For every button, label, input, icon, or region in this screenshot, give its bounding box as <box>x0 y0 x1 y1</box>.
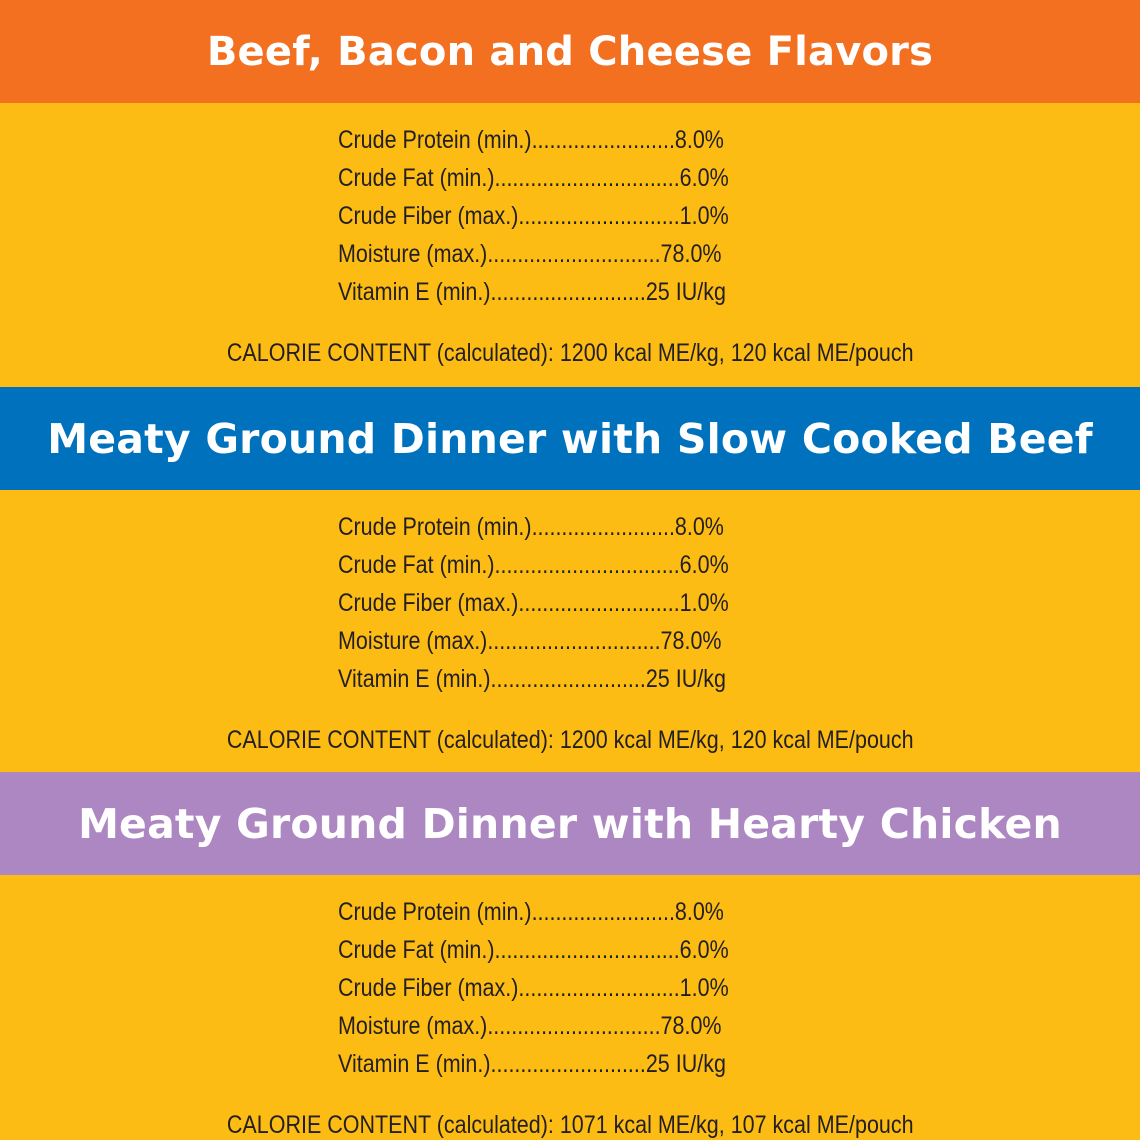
analysis-row-vitamin-e: Vitamin E (min.)........................… <box>338 1050 726 1078</box>
analysis-row-crude-fiber: Crude Fiber (max.)......................… <box>338 974 729 1002</box>
analysis-row-moisture: Moisture (max.).........................… <box>338 627 722 655</box>
analysis-row-crude-fat: Crude Fat (min.)........................… <box>338 551 729 579</box>
calorie-content-text: CALORIE CONTENT (calculated): 1200 kcal … <box>226 726 914 754</box>
analysis-row-vitamin-e: Vitamin E (min.)........................… <box>338 665 726 693</box>
analysis-list: Crude Protein (min.)....................… <box>338 121 808 311</box>
calorie-content-text: CALORIE CONTENT (calculated): 1071 kcal … <box>226 1111 914 1139</box>
calorie-content-text: CALORIE CONTENT (calculated): 1200 kcal … <box>226 339 914 367</box>
analysis-row-vitamin-e: Vitamin E (min.)........................… <box>338 278 726 306</box>
analysis-row-crude-protein: Crude Protein (min.)....................… <box>338 126 724 154</box>
analysis-row-crude-protein: Crude Protein (min.)....................… <box>338 898 724 926</box>
calorie-content: CALORIE CONTENT (calculated): 1200 kcal … <box>0 339 1140 368</box>
analysis-row-crude-fiber: Crude Fiber (max.)......................… <box>338 589 729 617</box>
calorie-content: CALORIE CONTENT (calculated): 1071 kcal … <box>0 1111 1140 1140</box>
analysis-row-moisture: Moisture (max.).........................… <box>338 240 722 268</box>
section-title-band: Meaty Ground Dinner with Hearty Chicken <box>0 772 1140 875</box>
analysis-row-crude-fat: Crude Fat (min.)........................… <box>338 164 729 192</box>
section-title: Meaty Ground Dinner with Slow Cooked Bee… <box>47 414 1093 463</box>
analysis-row-crude-fiber: Crude Fiber (max.)......................… <box>338 202 729 230</box>
analysis-row-crude-protein: Crude Protein (min.)....................… <box>338 513 724 541</box>
analysis-list: Crude Protein (min.)....................… <box>338 508 808 698</box>
section-title: Beef, Bacon and Cheese Flavors <box>206 28 934 75</box>
analysis-list: Crude Protein (min.)....................… <box>338 893 808 1083</box>
calorie-content: CALORIE CONTENT (calculated): 1200 kcal … <box>0 726 1140 755</box>
section-title-band: Beef, Bacon and Cheese Flavors <box>0 0 1140 103</box>
section-title-band: Meaty Ground Dinner with Slow Cooked Bee… <box>0 387 1140 490</box>
analysis-row-moisture: Moisture (max.).........................… <box>338 1012 722 1040</box>
section-title: Meaty Ground Dinner with Hearty Chicken <box>78 799 1062 848</box>
analysis-row-crude-fat: Crude Fat (min.)........................… <box>338 936 729 964</box>
